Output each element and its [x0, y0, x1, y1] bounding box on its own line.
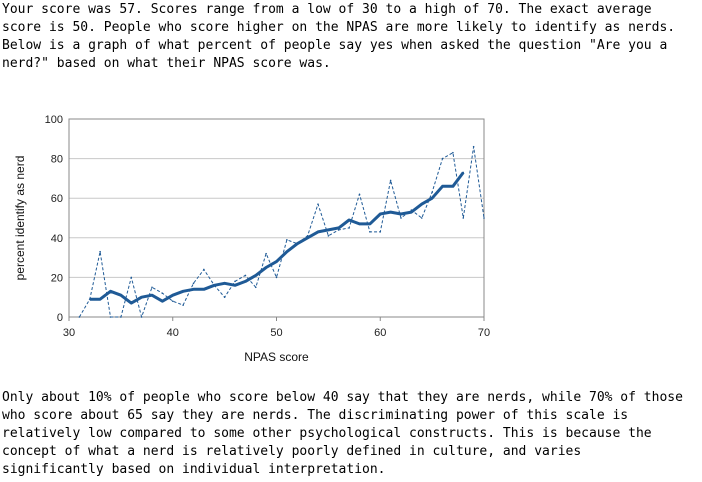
intro-paragraph: Your score was 57. Scores range from a l…	[2, 2, 676, 71]
chart-series	[78, 145, 485, 318]
data-point	[286, 238, 288, 241]
data-point	[431, 197, 433, 199]
data-point	[462, 171, 465, 174]
data-point	[327, 235, 330, 237]
y-tick-label: 80	[51, 154, 63, 166]
data-point	[151, 294, 153, 297]
y-tick-label: 20	[51, 272, 63, 284]
data-point	[420, 217, 423, 219]
data-point	[203, 268, 205, 271]
data-point	[306, 237, 309, 239]
data-point	[317, 203, 319, 205]
data-point	[369, 231, 371, 233]
chart-tick-labels: 0 20 40 60 80 100 30 40 50 60 70	[45, 114, 490, 339]
data-point	[275, 260, 278, 263]
data-point	[99, 298, 101, 300]
y-axis-label: percent identify as nerd	[13, 156, 27, 281]
data-point	[244, 274, 247, 277]
data-point	[296, 242, 299, 245]
data-point	[244, 280, 247, 283]
data-point	[410, 211, 413, 213]
data-point	[348, 219, 350, 221]
data-point	[275, 276, 278, 279]
data-point	[286, 250, 288, 253]
data-point	[420, 203, 423, 205]
data-point	[389, 211, 392, 213]
nerd-percent-chart: 0 20 40 60 80 100 30 40 50 60 70 NPAS score percen…	[13, 114, 490, 364]
data-point	[109, 290, 112, 293]
data-point	[161, 300, 164, 302]
data-point	[369, 223, 371, 225]
data-point	[151, 286, 153, 289]
data-point	[182, 290, 184, 293]
data-point	[171, 300, 174, 302]
y-tick-label: 60	[51, 193, 63, 205]
data-point	[379, 213, 382, 215]
data-point	[120, 316, 122, 318]
x-axis-label: NPAS score	[244, 350, 309, 364]
data-point	[213, 284, 216, 287]
data-point	[472, 145, 475, 148]
data-point	[358, 193, 361, 196]
data-point	[358, 223, 361, 225]
y-tick-label: 100	[45, 114, 63, 126]
data-point	[88, 298, 91, 300]
data-point	[441, 157, 444, 160]
data-point	[130, 302, 133, 304]
x-tick-label: 40	[167, 327, 179, 339]
data-point	[265, 252, 267, 255]
data-point	[441, 185, 444, 188]
data-point	[452, 151, 454, 154]
data-point	[452, 185, 454, 188]
data-point	[203, 288, 205, 291]
data-point	[400, 217, 402, 219]
data-point	[140, 316, 143, 318]
data-point	[265, 266, 267, 269]
data-point	[431, 191, 433, 194]
y-tick-label: 40	[51, 233, 63, 245]
conclusion-paragraph: Only about 10% of people who score below…	[2, 390, 683, 477]
data-point	[109, 316, 112, 318]
data-point	[161, 292, 164, 295]
data-point	[400, 213, 402, 215]
data-point	[254, 286, 257, 289]
data-point	[379, 231, 382, 233]
x-tick-label: 70	[478, 327, 490, 339]
raw-percent-line	[78, 146, 485, 318]
chart-axes	[68, 118, 485, 321]
data-point	[389, 179, 392, 182]
data-point	[317, 231, 319, 233]
data-point	[130, 276, 133, 279]
x-tick-label: 60	[374, 327, 386, 339]
data-point	[192, 282, 195, 285]
data-point	[234, 280, 236, 283]
data-point	[483, 217, 485, 219]
data-point	[462, 217, 465, 219]
data-point	[78, 316, 81, 318]
y-tick-label: 0	[57, 312, 63, 324]
data-point	[337, 227, 340, 229]
x-tick-label: 30	[63, 327, 75, 339]
data-point	[234, 284, 236, 287]
data-point	[182, 304, 184, 306]
data-point	[327, 229, 330, 231]
data-point	[99, 250, 101, 253]
data-point	[192, 288, 195, 291]
data-point	[140, 296, 143, 298]
data-point	[223, 296, 226, 298]
x-tick-label: 50	[270, 327, 282, 339]
data-point	[223, 282, 226, 285]
data-point	[120, 294, 122, 297]
data-point	[254, 274, 257, 277]
data-point	[348, 227, 350, 229]
data-point	[171, 294, 174, 297]
